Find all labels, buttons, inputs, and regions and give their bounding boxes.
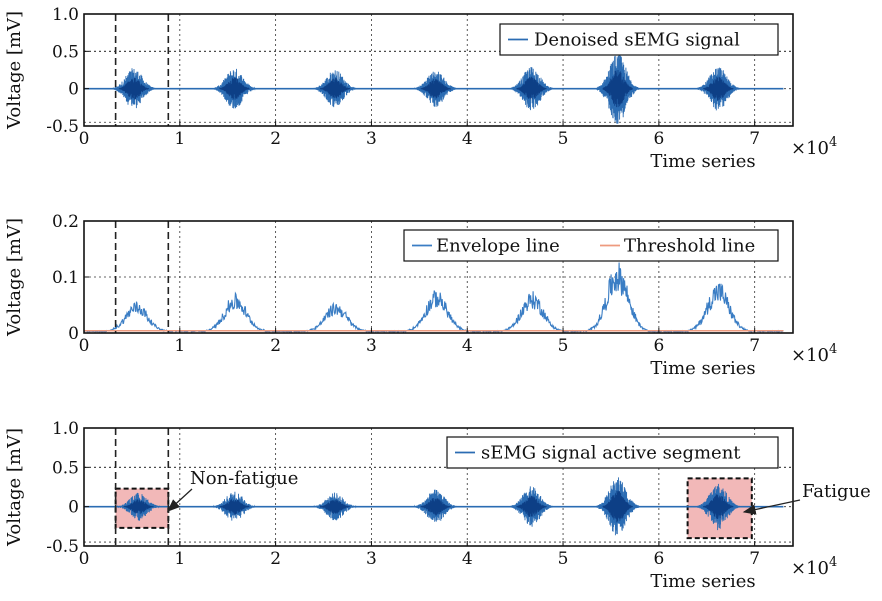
envelope-line — [83, 262, 784, 334]
signal-burst-core — [516, 76, 547, 100]
x-tick-label: 0 — [79, 336, 90, 356]
legend-label: sEMG signal active segment — [481, 443, 741, 464]
envelope-panel: 0 1 2 3 4 5 6 7 0 0.1 0.2 Envelope line Threshold … — [4, 212, 837, 379]
signal-burst-core — [319, 78, 351, 99]
legend-label: Envelope line — [436, 236, 560, 257]
non-fatigue-arrow — [167, 488, 193, 512]
signal-burst-core — [602, 69, 633, 108]
signal-burst-core — [420, 497, 451, 516]
x-tick-label: 1 — [174, 336, 185, 356]
x-tick-label: 6 — [653, 336, 664, 356]
x-axis-multiplier: ×104 — [791, 342, 837, 366]
signal-burst-core — [516, 495, 547, 517]
x-tick-label: 7 — [749, 129, 760, 149]
signal-burst-core — [703, 76, 734, 101]
x-axis-multiplier-exponent: 4 — [829, 555, 837, 570]
x-axis-multiplier-exponent: 4 — [829, 135, 837, 150]
x-axis-label: Time series — [650, 151, 755, 172]
legend-box — [403, 229, 779, 262]
x-tick-label: 5 — [558, 129, 569, 149]
y-tick-label: 0.2 — [52, 212, 79, 232]
legend: Envelope line Threshold line — [403, 229, 779, 262]
x-axis-multiplier-base: ×10 — [791, 345, 829, 366]
signal-burst — [117, 492, 161, 521]
y-axis-label: Voltage [mV] — [4, 428, 25, 547]
plot-frame — [83, 427, 794, 547]
legend-label: Threshold line — [624, 236, 755, 257]
y-tick-label: 0 — [68, 80, 79, 100]
x-axis-label: Time series — [650, 571, 755, 592]
y-tick-label: 1.0 — [52, 5, 79, 25]
x-tick-label: 2 — [270, 129, 281, 149]
legend-label: Denoised sEMG signal — [534, 30, 740, 51]
signal-burst-core — [219, 499, 250, 516]
y-tick-label: 1.0 — [52, 419, 79, 439]
x-axis-multiplier: ×104 — [791, 135, 837, 159]
x-tick-label: 2 — [270, 549, 281, 569]
y-tick-label: 0.1 — [52, 268, 79, 288]
x-axis-multiplier-base: ×10 — [791, 138, 829, 159]
signal-burst-core — [219, 77, 250, 100]
signal-burst-core — [123, 499, 154, 514]
legend-box — [446, 436, 779, 469]
x-tick-label: 4 — [462, 336, 473, 356]
x-tick-label: 5 — [558, 336, 569, 356]
plot-frame — [83, 13, 794, 127]
x-tick-label: 4 — [462, 129, 473, 149]
y-tick-label: 0 — [68, 498, 79, 518]
fatigue-arrow — [742, 499, 801, 515]
x-tick-label: 0 — [79, 129, 90, 149]
signal-burst-core — [319, 499, 351, 514]
x-tick-label: 3 — [366, 129, 377, 149]
legend: Denoised sEMG signal — [499, 23, 779, 56]
x-tick-label: 1 — [174, 129, 185, 149]
x-tick-label: 4 — [462, 549, 473, 569]
x-tick-label: 1 — [174, 549, 185, 569]
y-axis-label: Voltage [mV] — [4, 11, 25, 130]
active-segment-panel: 0 1 2 3 4 5 6 7-0.500.51.0 sEMG signal active s… — [4, 419, 871, 592]
x-tick-label: 7 — [749, 336, 760, 356]
x-tick-label: 6 — [653, 129, 664, 149]
legend: sEMG signal active segment — [446, 436, 779, 469]
y-axis-label: Voltage [mV] — [4, 218, 25, 337]
signal-burst-core — [420, 78, 451, 99]
x-tick-label: 2 — [270, 336, 281, 356]
x-axis-multiplier: ×104 — [791, 555, 837, 579]
fatigue-annotation: Fatigue — [802, 481, 871, 502]
x-tick-label: 3 — [366, 549, 377, 569]
x-tick-label: 3 — [366, 336, 377, 356]
y-tick-label: -0.5 — [46, 117, 79, 137]
signal-burst — [509, 66, 553, 111]
y-tick-label: 0 — [68, 324, 79, 344]
x-tick-label: 0 — [79, 549, 90, 569]
x-tick-label: 6 — [653, 549, 664, 569]
x-tick-label: 7 — [749, 549, 760, 569]
y-tick-label: 0.5 — [52, 458, 79, 478]
x-axis-multiplier-base: ×10 — [791, 558, 829, 579]
x-tick-label: 5 — [558, 549, 569, 569]
denoised-semg-panel: 0 1 2 3 4 5 6 7-0.500.51.0 Denoised sEMG signal… — [4, 5, 837, 172]
y-tick-label: 0.5 — [52, 42, 79, 62]
non-fatigue-annotation: Non-fatigue — [190, 468, 298, 489]
legend-box — [499, 23, 779, 56]
signal-burst-core — [118, 77, 149, 100]
x-axis-label: Time series — [650, 358, 755, 379]
x-axis-multiplier-exponent: 4 — [829, 342, 837, 357]
signal-burst-core — [602, 490, 633, 523]
signal-burst-core — [703, 494, 734, 520]
y-tick-label: -0.5 — [46, 537, 79, 557]
